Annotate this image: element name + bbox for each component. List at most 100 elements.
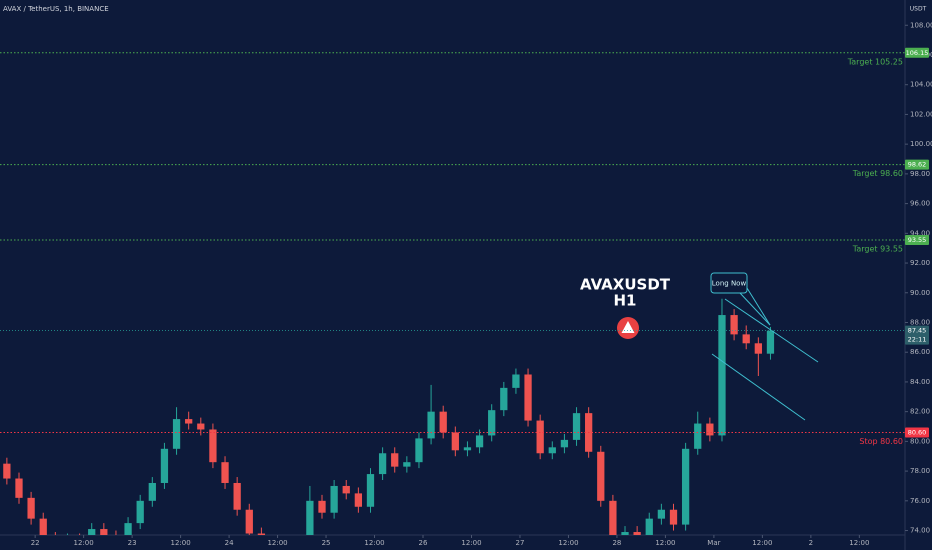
y-tick-label: 82.00	[910, 408, 930, 416]
candle-body	[706, 423, 714, 436]
y-tick-label: 98.00	[910, 170, 930, 178]
candle-body	[694, 423, 702, 449]
x-tick-label: 12:00	[461, 539, 481, 547]
y-tick-label: 102.00	[910, 110, 932, 118]
x-tick-label: 27	[516, 539, 525, 547]
candle-body	[500, 387, 508, 411]
level-label: Target 93.55	[852, 245, 903, 254]
candle-body	[427, 411, 435, 439]
candle-body	[609, 500, 617, 535]
candle-body	[27, 497, 35, 519]
candle-body	[221, 462, 229, 483]
level-label: Target 105.25	[847, 57, 903, 66]
candle-body	[100, 529, 108, 535]
x-tick-label: 12:00	[558, 539, 578, 547]
candle-body	[451, 432, 459, 451]
last-price-label: 87.45	[908, 327, 927, 335]
candle-body	[669, 509, 678, 525]
x-tick-label: 22	[31, 539, 40, 547]
candle-body	[233, 482, 241, 510]
candle-body	[160, 448, 169, 483]
x-tick-label: 12:00	[171, 539, 191, 547]
x-tick-label: 12:00	[364, 539, 384, 547]
candle-body	[403, 462, 411, 467]
x-tick-label: 2	[809, 539, 813, 547]
level-tag-label: 93.55	[908, 236, 927, 244]
y-tick-label: 100.00	[910, 140, 932, 148]
level-tag-label: 98.62	[908, 161, 927, 169]
x-tick-label: 28	[612, 539, 621, 547]
level-label: Stop 80.60	[859, 437, 903, 446]
x-tick-label: 12:00	[849, 539, 869, 547]
candle-body	[536, 420, 544, 454]
candle-body	[633, 532, 641, 535]
plot	[3, 298, 775, 535]
candle-body	[354, 493, 362, 507]
candle-body	[415, 438, 423, 463]
candle-body	[3, 463, 11, 479]
candle-body	[754, 343, 762, 354]
callout-pointer	[739, 292, 771, 326]
y-tick-label: 90.00	[910, 289, 930, 297]
candle-body	[439, 411, 447, 433]
callout-pointer	[746, 287, 771, 326]
candle-body	[560, 439, 569, 448]
y-tick-label: 76.00	[910, 497, 930, 505]
level-tag	[905, 159, 929, 170]
level-tag-label: 80.60	[908, 428, 927, 436]
y-tick-label: 84.00	[910, 378, 930, 386]
candle-body	[463, 447, 472, 451]
y-tick-label: 96.00	[910, 200, 930, 208]
candle-body	[124, 523, 132, 535]
x-tick-label: 26	[419, 539, 428, 547]
annotation: Long Now	[712, 280, 747, 288]
candle-body	[718, 315, 726, 436]
y-tick-label: 86.00	[910, 348, 930, 356]
candle-body	[172, 419, 181, 449]
level-label: Target 98.60	[852, 169, 903, 178]
last-price-tag	[905, 325, 929, 345]
level-tag	[905, 427, 929, 438]
avax-logo-mark	[621, 321, 635, 333]
callout-box	[710, 272, 748, 294]
countdown: 22:11	[908, 336, 927, 344]
candle-body	[185, 419, 193, 424]
level-tag	[905, 47, 929, 58]
candle-body	[657, 509, 666, 519]
candle-body	[572, 413, 581, 440]
candle-body	[306, 500, 314, 535]
candle-body	[742, 334, 750, 344]
x-tick-label: 24	[225, 539, 234, 547]
level-tag-label: 106.15	[906, 49, 929, 57]
annotation: H1	[614, 292, 637, 310]
candle-body	[39, 518, 47, 535]
candle-body	[524, 374, 532, 421]
level-tag	[905, 235, 929, 246]
candle-body	[681, 448, 690, 525]
candle-body	[88, 529, 96, 535]
candle-body	[136, 500, 144, 524]
candle-body	[366, 474, 375, 507]
y-tick-label: 80.00	[910, 437, 930, 445]
candle-body	[378, 453, 387, 475]
x-tick-label: 23	[128, 539, 137, 547]
y-tick-label: 88.00	[910, 318, 930, 326]
candle-body	[621, 532, 629, 535]
y-tick-label: 104.00	[910, 81, 932, 89]
y-tick-label: 108.00	[910, 21, 932, 29]
candle-body	[209, 429, 217, 463]
candle-body	[15, 478, 23, 498]
candle-body	[488, 410, 496, 436]
candle-body	[148, 482, 156, 501]
y-tick-label: 94.00	[910, 229, 930, 237]
y-tick-label: 74.00	[910, 527, 930, 535]
y-tick-label: 78.00	[910, 467, 930, 475]
candle-body	[766, 330, 775, 354]
x-tick-label: 12:00	[74, 539, 94, 547]
candle-body	[730, 315, 738, 335]
candle-body	[391, 453, 399, 467]
trend-line	[711, 353, 806, 421]
x-tick-label: 12:00	[267, 539, 287, 547]
